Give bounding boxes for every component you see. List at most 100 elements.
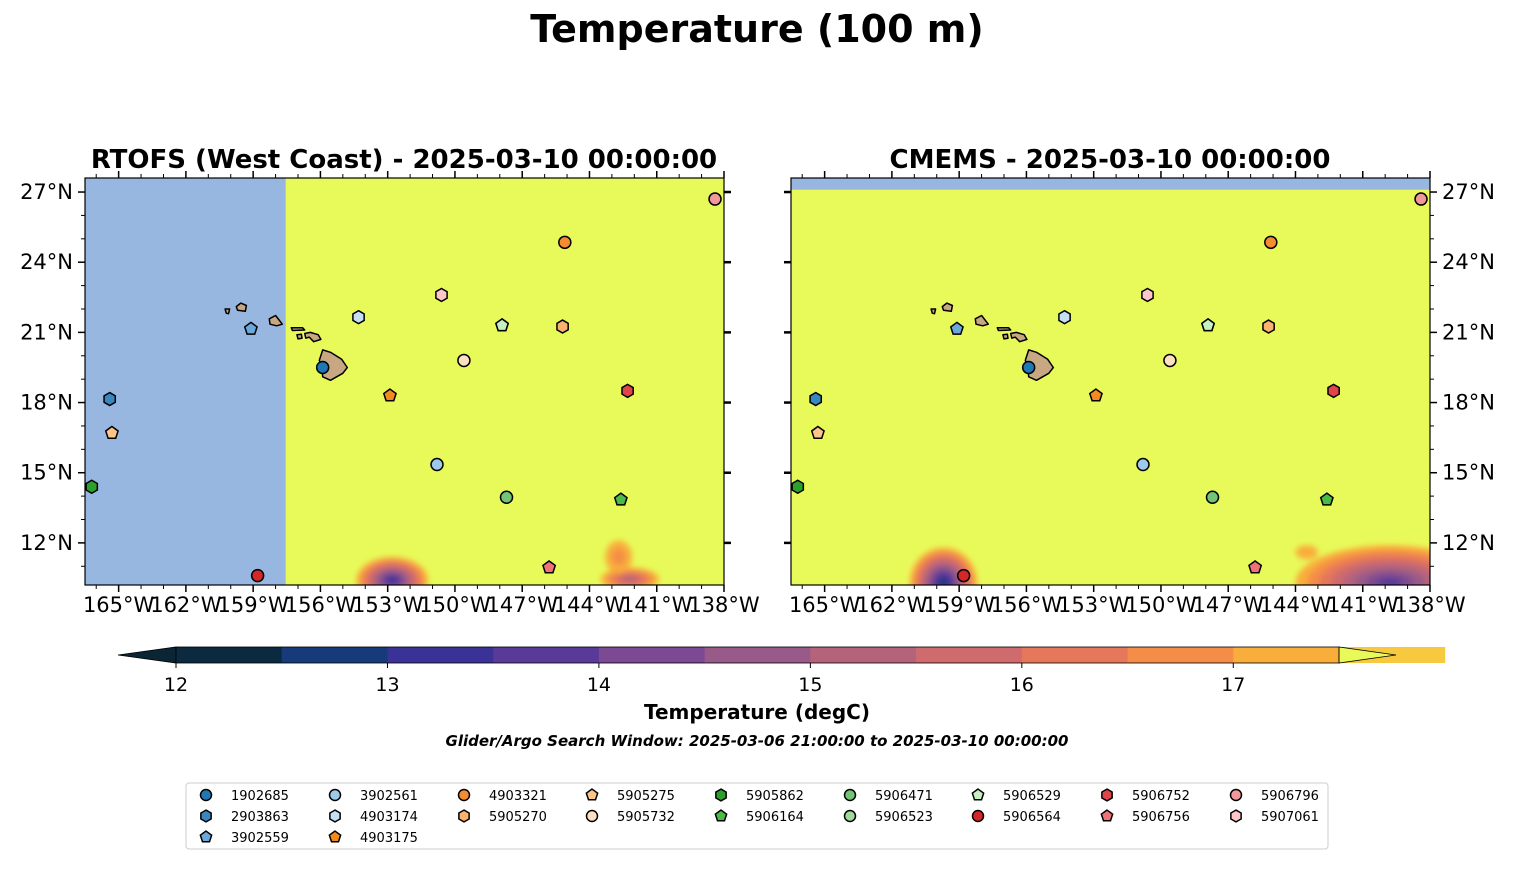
legend-marker: [457, 788, 471, 802]
float-3902559: [243, 321, 258, 335]
legend-marker: [1229, 788, 1243, 802]
island-kauai: [235, 302, 248, 313]
colorbar: 12 13 14 15 16 17: [117, 646, 1446, 696]
legend-label: 5906471: [875, 789, 933, 804]
legend-entry-2903863: 2903863: [200, 809, 289, 825]
colorbar-tick-label: 16: [1010, 674, 1034, 696]
float-markers-rtofs: [85, 192, 722, 583]
legend-marker: [1230, 809, 1242, 823]
colorbar-bin: [704, 647, 811, 663]
figure-title: Temperature (100 m): [530, 7, 983, 51]
island-maui: [1009, 331, 1028, 343]
legend-marker: [585, 788, 599, 801]
legend: 1902685 2903863 3902559 3902561 4903174 49031…: [199, 788, 1319, 846]
float-4903175: [1088, 388, 1103, 402]
y-tick-label: 21°N: [1442, 320, 1495, 344]
x-tick-label: 162°W: [856, 593, 928, 617]
float-5906471: [499, 490, 514, 505]
float-5906529: [1200, 317, 1216, 332]
float-1902685: [1021, 360, 1036, 375]
x-tick-label: 156°W: [991, 593, 1063, 617]
legend-label: 5906756: [1132, 810, 1190, 825]
y-tick-label: 18°N: [1442, 391, 1495, 415]
colorbar-bin: [493, 647, 600, 663]
y-tick-label: 15°N: [1442, 461, 1495, 485]
colorbar-bin: [176, 647, 283, 663]
x-tick-label: 144°W: [1260, 593, 1332, 617]
x-tick-label: 147°W: [487, 593, 559, 617]
float-markers-cmems: [791, 192, 1428, 583]
float-5905732: [1163, 353, 1177, 368]
legend-marker: [200, 809, 212, 823]
legend-label: 5905270: [489, 810, 547, 825]
legend-entry-4903321: 4903321: [457, 788, 547, 804]
legend-label: 4903174: [360, 810, 418, 825]
legend-entry-5907061: 5907061: [1230, 809, 1319, 825]
legend-marker: [199, 788, 213, 802]
float-3902561: [1136, 457, 1150, 472]
legend-box: [185, 782, 1329, 850]
float-5905732: [457, 353, 471, 368]
plot-frame-rtofs: [84, 177, 725, 586]
x-tick-label: 162°W: [150, 593, 222, 617]
float-2903863: [809, 391, 823, 407]
x-tick-label: 144°W: [554, 593, 626, 617]
legend-entry-5906471: 5906471: [843, 788, 933, 804]
colorbar-bin: [1021, 647, 1129, 663]
float-5906752: [621, 383, 634, 399]
x-tick-label: 141°W: [1327, 593, 1399, 617]
legend-entry-5906756: 5906756: [1100, 809, 1190, 825]
legend-label: 2903863: [231, 810, 289, 825]
colorbar-tick-label: 17: [1221, 674, 1245, 696]
colorbar-tick-label: 13: [375, 674, 399, 696]
legend-entry-5905732: 5905732: [585, 809, 675, 825]
x-tick-label: 156°W: [285, 593, 357, 617]
colorbar-bin: [1233, 647, 1340, 663]
island-lanai: [1002, 333, 1009, 340]
float-5906756: [542, 560, 557, 574]
colorbar-tick-label: 15: [798, 674, 822, 696]
float-4903321: [1264, 235, 1278, 250]
float-5905270: [1262, 319, 1275, 334]
legend-entry-5906752: 5906752: [1101, 788, 1190, 804]
no-data-band: [791, 178, 1430, 190]
plot-frame-cmems: [790, 177, 1431, 586]
search-window-note: Glider/Argo Search Window: 2025-03-06 21…: [446, 732, 1069, 750]
legend-label: 5906523: [875, 810, 933, 825]
float-5907061: [435, 287, 448, 303]
legend-entry-5905862: 5905862: [715, 788, 804, 804]
float-5905862: [85, 479, 99, 495]
legend-entry-1902685: 1902685: [199, 788, 289, 804]
x-tick-label: 165°W: [789, 593, 861, 617]
legend-label: 5905732: [617, 810, 675, 825]
legend-label: 5905862: [746, 789, 804, 804]
legend-marker: [328, 788, 342, 802]
colorbar-bin: [281, 647, 388, 663]
legend-entry-5906164: 5906164: [714, 809, 804, 825]
float-3902559: [949, 321, 964, 335]
y-tick-label: 27°N: [1442, 180, 1495, 204]
legend-entry-5906564: 5906564: [971, 809, 1061, 825]
float-5906471: [1205, 490, 1220, 505]
legend-entry-5906529: 5906529: [971, 788, 1061, 804]
float-5905862: [791, 479, 805, 495]
island-lanai: [296, 333, 303, 340]
no-data-region: [85, 178, 286, 585]
colorbar-tick-label: 12: [164, 674, 188, 696]
y-tick-label: 24°N: [1442, 250, 1495, 274]
legend-label: 3902559: [231, 831, 289, 846]
legend-marker: [199, 830, 213, 843]
legend-label: 5905275: [617, 789, 675, 804]
temperature-field-rtofs: [85, 178, 724, 585]
float-4903321: [558, 235, 572, 250]
cold-patch-0-level-8: [388, 577, 397, 583]
temperature-field-cmems: [791, 178, 1430, 585]
float-5906796: [1414, 192, 1428, 206]
legend-entry-5905275: 5905275: [585, 788, 675, 804]
float-4903175: [382, 388, 397, 402]
float-5906164: [613, 492, 628, 506]
y-tick-label: 15°N: [20, 461, 73, 485]
legend-label: 5906796: [1261, 789, 1319, 804]
float-4903174: [352, 309, 365, 325]
